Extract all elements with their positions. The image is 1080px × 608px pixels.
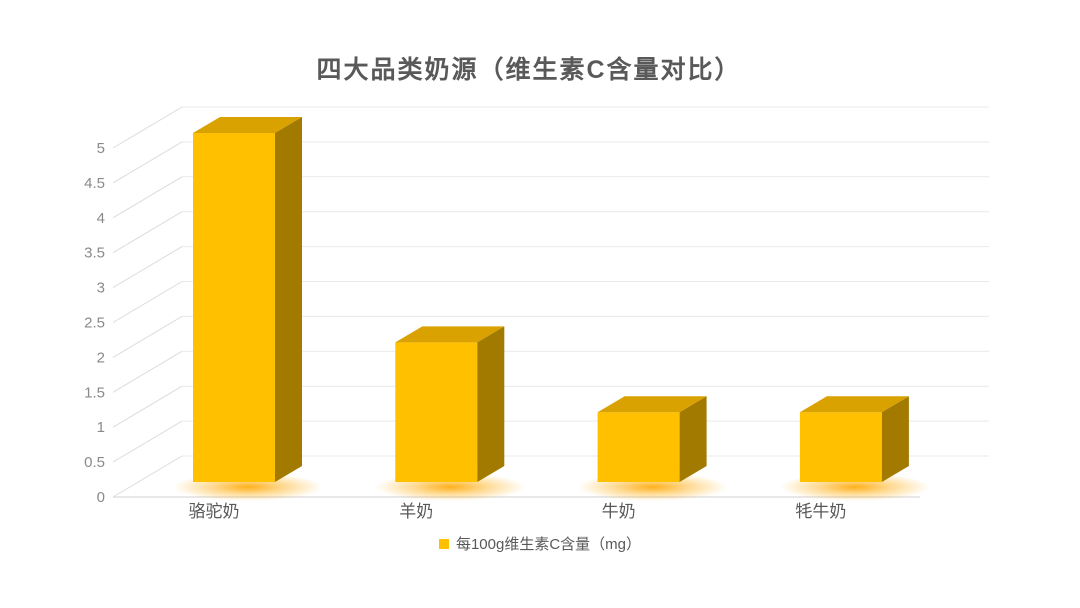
gridline-diagonal [112,420,183,463]
bar-side-face [275,117,302,482]
x-axis-category-label: 牦牛奶 [795,502,846,521]
bar-side-face [477,326,505,482]
gridline-diagonal [112,176,183,219]
y-axis-tick-label: 2 [97,349,105,366]
x-axis-category-label: 羊奶 [399,502,433,521]
y-axis-tick-label: 5 [97,140,105,157]
bar-top-face [395,326,505,343]
bar-top-face [799,396,909,413]
gridline-diagonal [112,281,183,323]
gridline-diagonal [112,246,183,289]
bar-front-face [597,412,680,482]
y-axis-tick-label: 4.5 [84,175,105,192]
y-axis-tick-label: 2.5 [84,315,105,332]
gridline-diagonal [112,315,183,358]
bar-top-face [597,396,707,413]
y-axis-tick-label: 4 [97,210,105,227]
bar-column-3 [577,396,728,501]
gridline-diagonal [112,106,183,149]
gridline-diagonal [112,385,183,428]
y-axis-tick-label: 0.5 [84,454,105,471]
gridline-diagonal [112,211,183,254]
bar-column-4 [779,396,930,501]
chart-title: 四大品类奶源（维生素C含量对比） [316,56,742,84]
y-axis-tick-label: 3 [97,280,105,297]
y-axis-tick-label: 0 [97,489,105,506]
bar-front-face [799,412,882,482]
y-axis-tick-label: 1 [97,419,105,436]
bar-column-2 [375,326,526,501]
bar-top-face [193,117,302,133]
gridlines: 0 0.5 1 1.5 2 2.5 3 3.5 4 4.5 5 [84,106,989,506]
gridline-diagonal [112,350,183,393]
legend-label: 每100g维生素C含量（mg） [455,536,642,553]
gridline-diagonal [112,455,183,498]
y-axis-tick-label: 3.5 [84,245,105,262]
x-axis-category-label: 牛奶 [602,502,636,521]
x-axis-category-label: 骆驼奶 [189,502,240,521]
gridline-diagonal [112,141,183,184]
legend-color-swatch [438,538,449,549]
bar-side-face [679,396,707,482]
bar-front-face [395,342,478,482]
bar-front-face [193,133,275,482]
bar-column-1 [173,117,323,501]
bar-side-face [881,396,909,482]
legend: 每100g维生素C含量（mg） [0,533,1080,554]
y-axis-tick-label: 1.5 [84,384,105,401]
